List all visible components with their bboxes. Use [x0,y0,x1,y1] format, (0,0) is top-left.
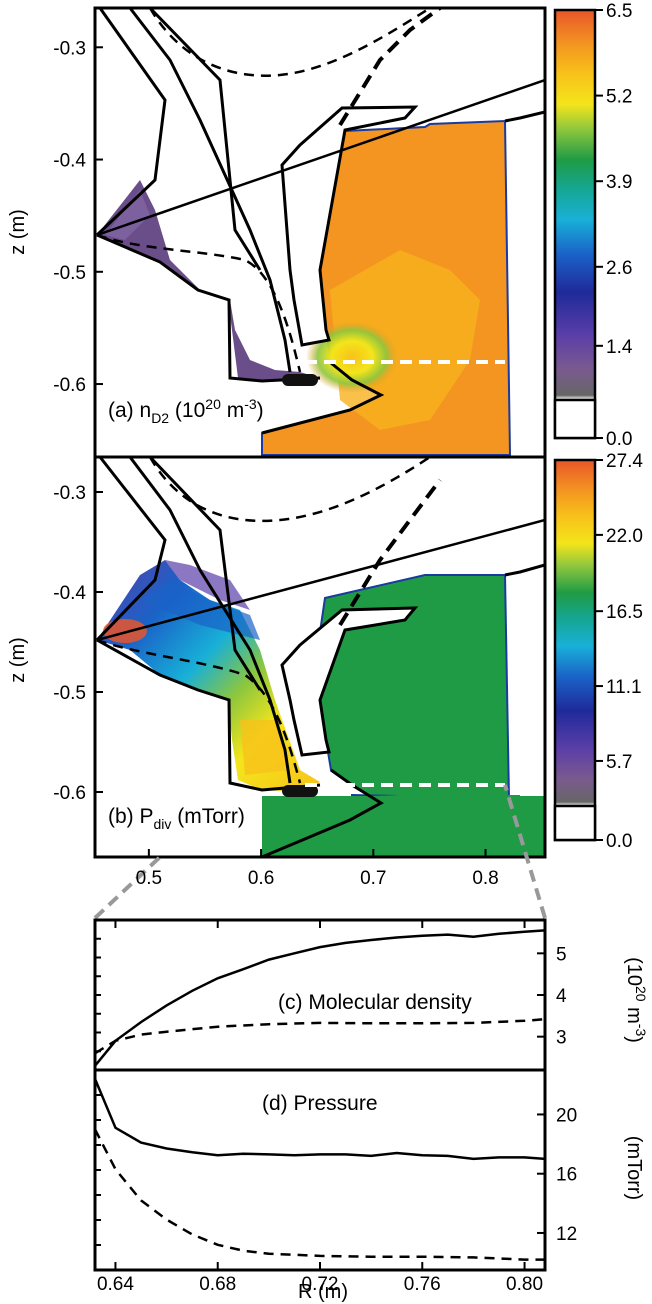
density-line-dashed [94,1017,546,1055]
density-line-solid [94,929,546,1067]
colorbar-tick-label-0-5: 0.0 [606,429,632,450]
panel-b-plate [128,457,292,784]
panel-b-baffle [280,606,419,757]
pressure-y-tick-label-1: 16 [556,1165,577,1186]
panel-d-ylabel: (mTorr) [623,1136,645,1200]
colorbar-tick-label-0-0: 6.5 [606,1,632,22]
colorbar-tick-label-1-1: 22.0 [606,526,643,547]
z-tick-label-0-0: -0.3 [53,38,86,59]
panel-b-frame [93,455,547,859]
z-tick-label-1-3: -0.6 [53,783,86,804]
panel-b-separatrix [96,518,545,642]
z-axis-label-a: z (m) [7,209,29,255]
r-tick-label-b-3: 0.8 [472,868,498,889]
colorbar-tick-label-0-1: 5.2 [606,87,632,108]
panel-c-label: (c) Molecular density [278,991,472,1014]
pressure-line-solid [93,1078,546,1161]
z-axis-label-b: z (m) [7,637,29,683]
r-tick-label-b-0: 0.5 [136,868,162,889]
colorbar-tick-label-1-3: 11.1 [606,677,642,698]
panel-b-dashed-flux [96,638,302,784]
z-tick-label-0-3: -0.6 [53,375,86,396]
panel-a-baffle [280,105,419,347]
panel-b [95,457,545,857]
colorbar-tick-label-0-4: 1.4 [606,337,633,358]
colorbar-a [553,8,597,440]
density-y-tick-label-2: 3 [556,1028,567,1049]
panel-c-ylabel: (1020 m-3) [623,957,649,1043]
pressure-line-dashed [93,1128,545,1261]
z-tick-label-0-1: -0.4 [53,151,86,172]
panel-d-label: (d) Pressure [262,1092,378,1115]
density-y-tick-label-1: 4 [556,986,567,1007]
pressure-y-tick-label-0: 20 [556,1105,577,1126]
panel-a-purple-region [97,180,320,382]
colorbar-tick-label-1-0: 27.4 [606,451,643,472]
r-tick-label-d-0: 0.64 [97,1274,134,1295]
panel-b-outer-wall [148,457,262,691]
colorbar-tick-label-0-2: 3.9 [606,172,632,193]
pressure-y-tick-label-2: 12 [556,1224,577,1245]
panel-b-hot-spot [103,619,147,643]
zoom-line-right [503,784,547,919]
panel-a-dashed-flux [96,233,302,373]
panel-a-target [282,374,318,386]
panel-b-target [282,785,318,797]
panel-b-wall-outline [95,457,545,857]
colorbar-tick-label-1-4: 5.7 [606,752,632,773]
colorbar-tick-label-0-3: 2.6 [606,258,632,279]
panel-a-wall-outline [95,8,545,435]
panel-a-dashed-upper [148,8,431,77]
colorbar-tick-label-1-2: 16.5 [606,602,643,623]
panel-a-separatrix [96,78,545,237]
r-tick-label-d-3: 0.76 [404,1274,441,1295]
r-tick-label-d-1: 0.68 [199,1274,236,1295]
panel-b-dashed-upper [148,457,431,523]
panel-a-outer-wall [148,8,262,271]
colorbar-tick-label-1-5: 0.0 [606,831,632,852]
r-tick-label-d-4: 0.80 [506,1274,543,1295]
zoom-line-left [93,855,162,920]
panel-a-plate [128,8,292,373]
r-tick-label-d-2: 0.72 [302,1274,339,1295]
r-tick-label-b-1: 0.6 [248,868,274,889]
z-tick-label-1-0: -0.3 [53,483,86,504]
z-tick-label-1-1: -0.4 [53,583,86,604]
panel-b-label: (b) Pdiv (mTorr) [108,805,245,832]
colorbar-b [553,458,597,842]
density-y-tick-label-0: 5 [556,944,567,965]
panel-b-dashed-bold [338,478,442,627]
r-axis-label: R (m) [298,1281,348,1303]
z-tick-label-1-2: -0.5 [53,683,86,704]
z-tick-label-0-2: -0.5 [53,263,86,284]
r-tick-label-b-2: 0.7 [360,868,386,889]
panel-a-dashed-bold [338,8,442,127]
dynamic-layer: -0.3 -0.4 -0.5 -0.6 6.5 5.2 3.9 2.6 1.4 0.0 -0.3 -0… [53,1,643,1295]
panel-a [95,8,545,456]
panel-a-label: (a) nD2 (1020 m-3) [108,396,264,426]
